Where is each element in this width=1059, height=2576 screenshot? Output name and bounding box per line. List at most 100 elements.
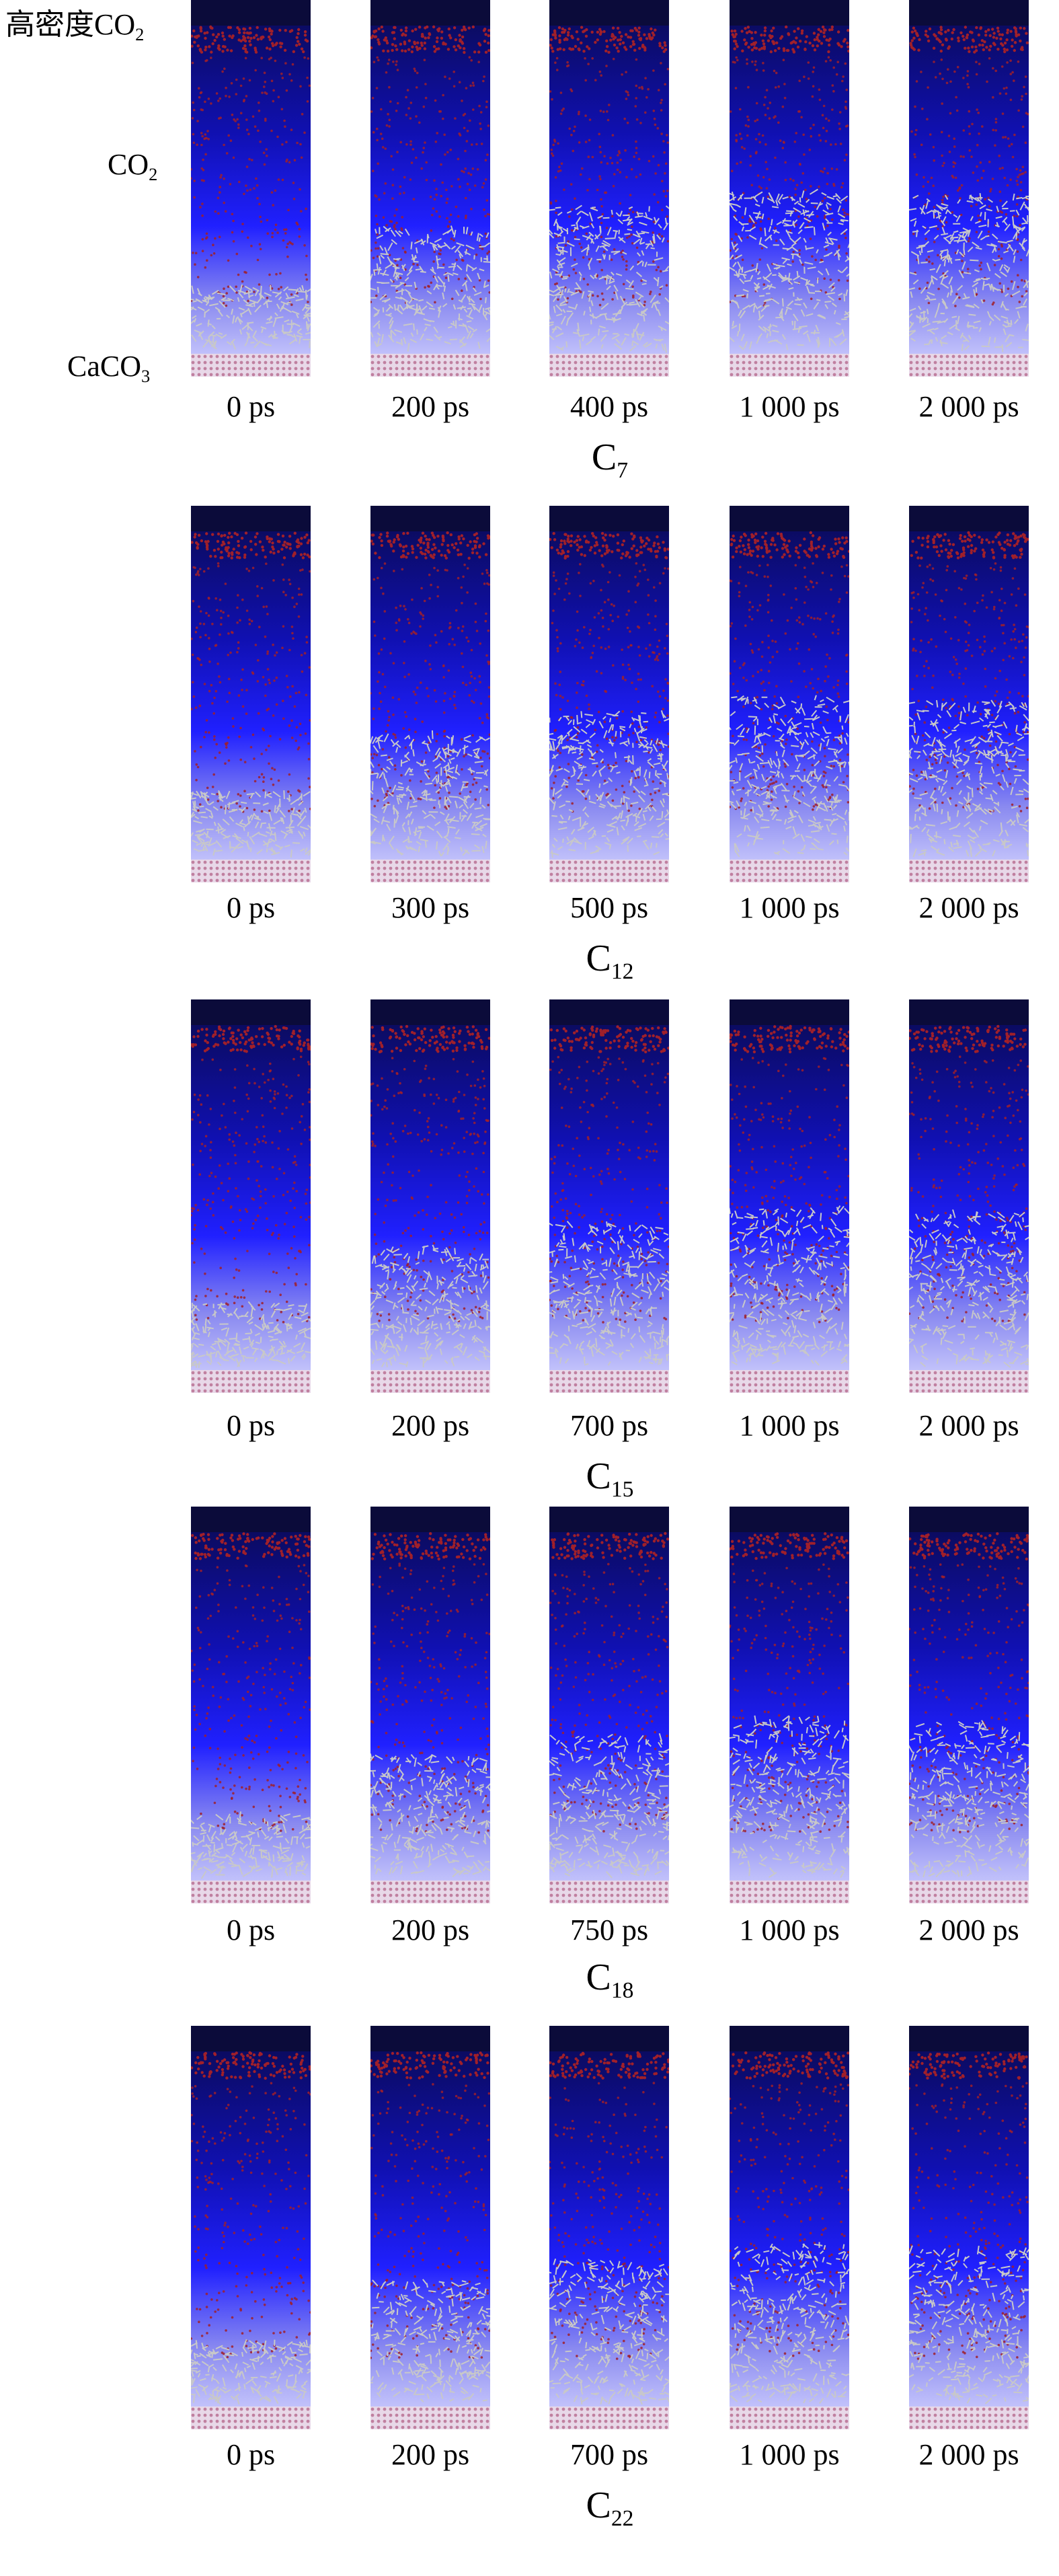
dense-co2-molecule bbox=[393, 538, 396, 541]
caco3-atom bbox=[300, 866, 304, 870]
oil-molecule bbox=[742, 289, 749, 293]
co2-molecule bbox=[405, 715, 407, 718]
caco3-atom bbox=[610, 361, 614, 365]
co2-molecule bbox=[471, 143, 473, 146]
dense-co2-molecule bbox=[939, 26, 943, 29]
oil-molecule bbox=[214, 307, 221, 311]
oil-molecule bbox=[941, 216, 947, 224]
dense-co2-molecule bbox=[427, 550, 430, 554]
oil-molecule bbox=[909, 330, 916, 333]
oil-molecule bbox=[286, 323, 295, 326]
oil-molecule bbox=[459, 804, 464, 809]
caco3-atom bbox=[754, 361, 758, 365]
co2-molecule bbox=[391, 696, 395, 699]
oil-molecule bbox=[1012, 193, 1015, 201]
co2-molecule bbox=[284, 232, 287, 235]
co2-molecule bbox=[1017, 274, 1019, 277]
co2-molecule bbox=[200, 132, 203, 135]
oil-molecule bbox=[941, 227, 946, 235]
co2-molecule bbox=[239, 805, 241, 808]
co2-molecule bbox=[382, 216, 385, 219]
co2-molecule bbox=[968, 132, 971, 135]
dense-co2-molecule bbox=[386, 531, 389, 535]
co2-molecule bbox=[199, 622, 202, 626]
co2-molecule bbox=[453, 644, 456, 646]
caco3-atom bbox=[939, 367, 943, 371]
dense-co2-molecule bbox=[301, 556, 305, 560]
oil-molecule bbox=[738, 235, 743, 242]
oil-molecule bbox=[442, 842, 449, 851]
dense-co2-molecule bbox=[836, 42, 840, 45]
oil-molecule bbox=[909, 287, 916, 291]
co2-molecule bbox=[450, 237, 453, 240]
dense-co2-molecule bbox=[650, 37, 653, 41]
oil-molecule bbox=[460, 846, 463, 852]
oil-molecule bbox=[965, 305, 975, 309]
co2-molecule bbox=[1011, 155, 1015, 159]
oil-molecule bbox=[602, 245, 609, 252]
dense-co2-molecule bbox=[423, 41, 426, 45]
oil-molecule bbox=[772, 229, 780, 234]
co2-molecule bbox=[1009, 98, 1013, 102]
co2-molecule bbox=[600, 235, 603, 239]
dense-co2-molecule bbox=[965, 36, 968, 39]
caco3-atom bbox=[574, 367, 578, 371]
oil-molecule bbox=[953, 214, 958, 218]
caco3-atom bbox=[449, 860, 453, 864]
oil-molecule bbox=[764, 234, 773, 242]
co2-molecule bbox=[966, 83, 969, 85]
co2-molecule bbox=[220, 174, 223, 177]
co2-molecule bbox=[232, 725, 235, 728]
caco3-atom bbox=[461, 361, 465, 365]
caco3-atom bbox=[592, 354, 596, 358]
oil-molecule bbox=[229, 285, 237, 293]
oil-molecule bbox=[959, 230, 969, 234]
oil-molecule bbox=[939, 250, 944, 256]
oil-molecule bbox=[486, 337, 490, 342]
co2-molecule bbox=[392, 713, 395, 716]
oil-molecule bbox=[389, 324, 392, 330]
dense-co2-molecule bbox=[297, 32, 300, 36]
dense-co2-molecule bbox=[436, 36, 439, 40]
co2-molecule bbox=[789, 178, 792, 181]
co2-molecule bbox=[971, 122, 974, 126]
oil-molecule bbox=[570, 291, 580, 296]
oil-molecule bbox=[781, 257, 790, 261]
oil-molecule bbox=[274, 832, 277, 841]
co2-molecule bbox=[572, 268, 576, 271]
dense-co2-molecule bbox=[249, 548, 253, 552]
caco3-surface bbox=[191, 860, 311, 882]
caco3-atom bbox=[203, 354, 207, 358]
dense-co2-molecule bbox=[244, 47, 247, 51]
co2-molecule bbox=[605, 65, 608, 67]
dense-co2-molecule bbox=[1014, 30, 1018, 34]
oil-molecule bbox=[821, 192, 827, 196]
oil-molecule bbox=[967, 246, 974, 253]
oil-molecule bbox=[379, 245, 384, 251]
co2-molecule bbox=[376, 56, 379, 59]
co2-molecule bbox=[586, 283, 589, 286]
caco3-atom bbox=[574, 361, 578, 365]
co2-molecule bbox=[612, 184, 615, 188]
co2-molecule bbox=[960, 184, 964, 187]
co2-molecule bbox=[1017, 109, 1020, 112]
co2-molecule bbox=[275, 272, 278, 276]
dense-co2-molecule bbox=[952, 28, 955, 32]
caco3-atom bbox=[203, 367, 207, 371]
dense-co2-molecule bbox=[246, 36, 250, 39]
dense-co2-molecule bbox=[559, 47, 562, 50]
co2-molecule bbox=[213, 738, 216, 741]
co2-molecule bbox=[925, 258, 928, 262]
dense-co2-molecule bbox=[243, 31, 246, 34]
oil-molecule bbox=[408, 266, 414, 272]
co2-molecule bbox=[297, 587, 301, 591]
co2-molecule bbox=[248, 618, 251, 621]
co2-molecule bbox=[288, 582, 292, 586]
caco3-atom bbox=[245, 373, 249, 377]
caco3-atom bbox=[389, 860, 393, 864]
co2-molecule bbox=[469, 790, 472, 794]
oil-molecule bbox=[390, 229, 396, 237]
co2-molecule bbox=[730, 301, 732, 303]
oil-molecule bbox=[973, 320, 981, 324]
co2-molecule bbox=[578, 242, 581, 245]
